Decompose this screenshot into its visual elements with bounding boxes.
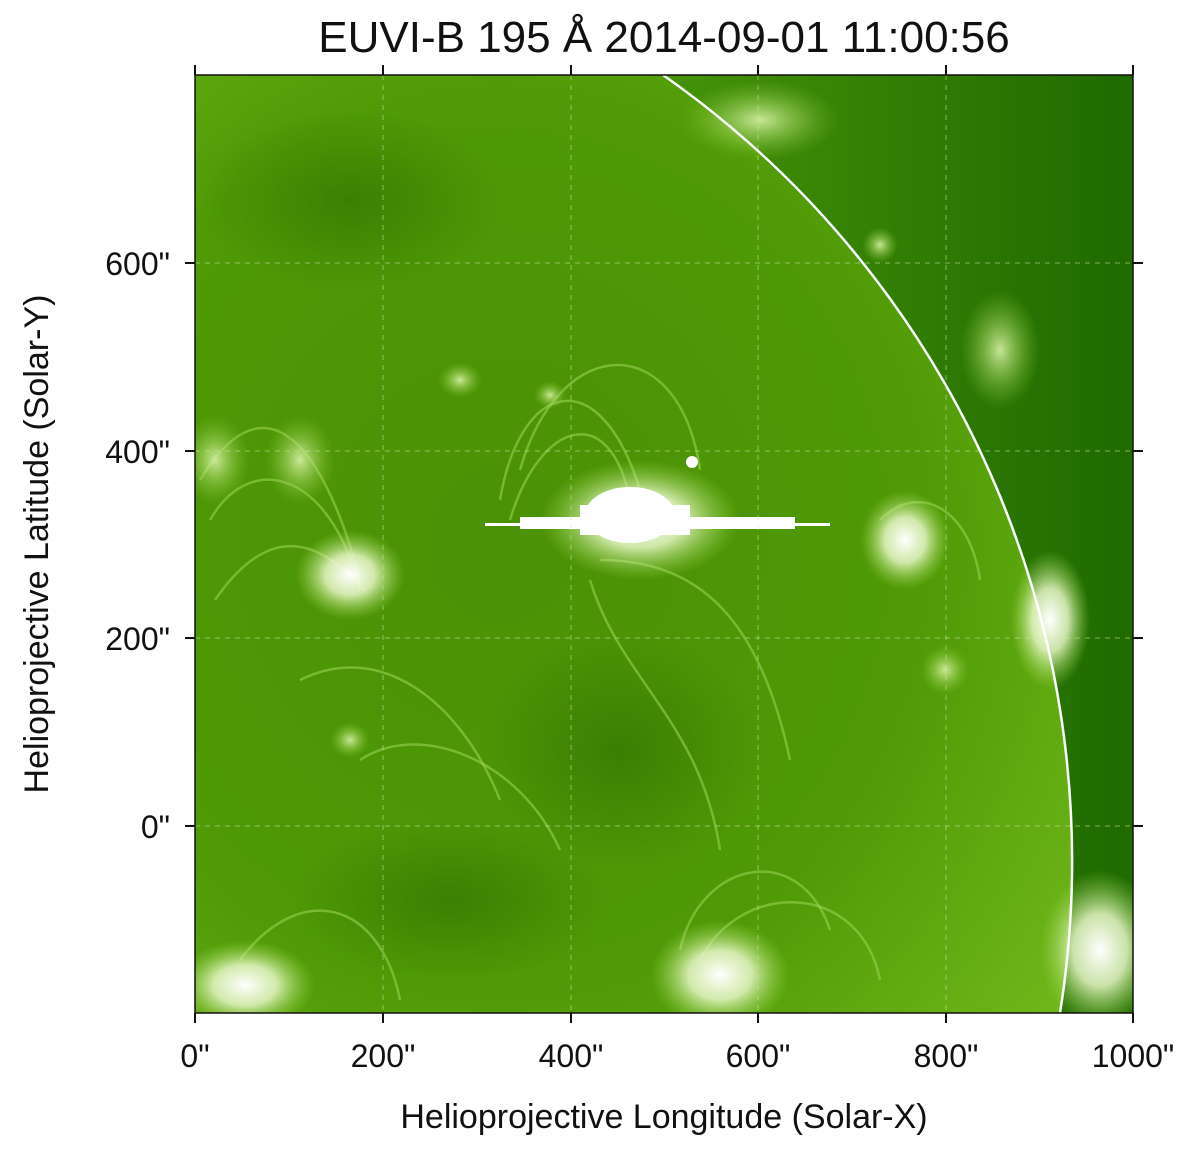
y-tick-label: 600": [105, 246, 170, 282]
figure-title: EUVI-B 195 Å 2014-09-01 11:00:56: [318, 13, 1009, 62]
limb-arc: [662, 75, 1074, 1013]
x-tick-label: 800": [914, 1038, 979, 1074]
dark-region: [480, 630, 760, 870]
x-tick-label: 0": [180, 1038, 209, 1074]
y-tick-label: 200": [105, 621, 170, 657]
y-tick-label: 0": [141, 809, 170, 845]
x-tick-label: 200": [351, 1038, 416, 1074]
bright-point: [920, 645, 970, 695]
active-region: [860, 490, 950, 590]
y-axis-label: Helioprojective Latitude (Solar-Y): [18, 295, 56, 794]
active-region: [195, 415, 250, 505]
bright-point: [438, 362, 482, 398]
limb-brightening: [960, 290, 1040, 410]
x-tick-label: 400": [539, 1038, 604, 1074]
x-axis-label: Helioprojective Longitude (Solar-X): [400, 1098, 927, 1136]
tick-marks: [185, 65, 1143, 1023]
solar-image: [195, 75, 1133, 1013]
active-region: [650, 920, 790, 1013]
bright-point: [330, 722, 370, 758]
coronal-loops: [198, 363, 982, 1001]
limb-brightening: [1040, 870, 1133, 1013]
limb-brightening: [1010, 550, 1090, 690]
active-region: [295, 530, 405, 620]
dark-region: [200, 110, 500, 290]
x-tick-label: 1000": [1092, 1038, 1175, 1074]
plot-frame: [194, 74, 1134, 1014]
active-region: [195, 940, 315, 1013]
limb-brightening: [680, 80, 840, 160]
dark-region: [290, 820, 610, 980]
x-tick-label: 600": [726, 1038, 791, 1074]
bright-point: [534, 381, 566, 409]
y-tick-label: 400": [105, 434, 170, 470]
flare-saturation: [485, 456, 830, 543]
bright-point: [862, 227, 898, 263]
grid: [195, 75, 1133, 1013]
active-region: [265, 415, 335, 505]
